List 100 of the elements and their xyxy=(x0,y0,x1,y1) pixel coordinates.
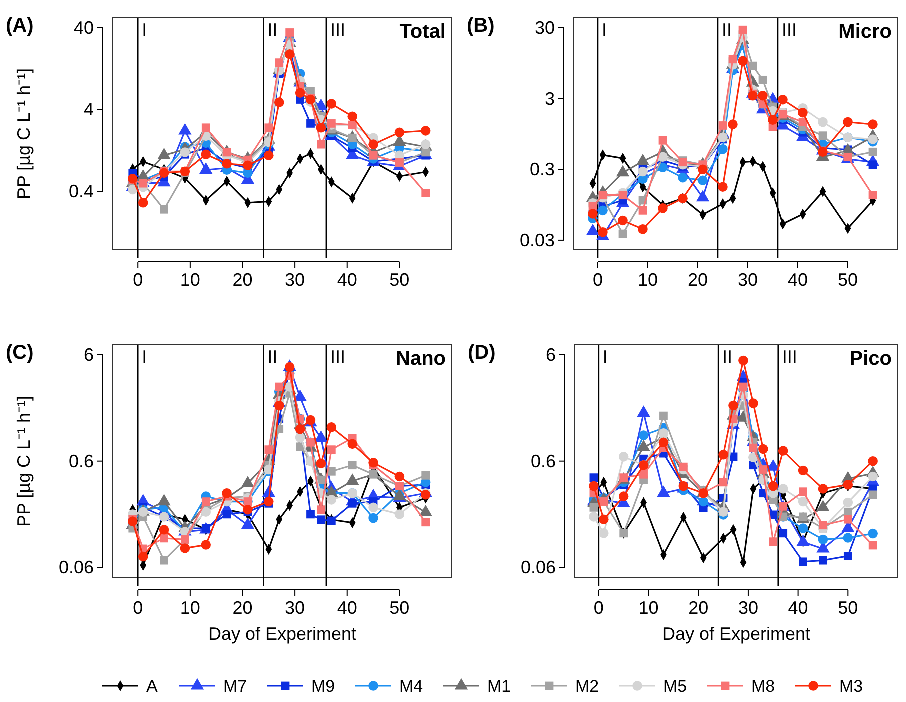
point xyxy=(317,140,326,149)
point xyxy=(658,136,668,145)
chart-title: Nano xyxy=(396,348,446,370)
point xyxy=(317,516,326,524)
text: (A) xyxy=(6,15,34,37)
point xyxy=(284,362,295,372)
x-tick-label: 0 xyxy=(594,598,604,618)
point xyxy=(769,538,778,546)
point xyxy=(738,356,748,366)
x-tick-label: 20 xyxy=(232,598,253,618)
point xyxy=(640,470,648,479)
point xyxy=(868,490,878,500)
point xyxy=(868,134,878,144)
point xyxy=(798,496,808,507)
text: (D) xyxy=(468,342,496,364)
point xyxy=(768,481,778,492)
legend-label: M9 xyxy=(312,677,336,696)
x-tick-label: 40 xyxy=(788,270,808,290)
point xyxy=(660,412,668,420)
point xyxy=(658,428,669,438)
x-tick-label: 50 xyxy=(390,270,410,290)
point xyxy=(598,228,608,238)
point xyxy=(868,541,878,550)
point xyxy=(618,492,629,502)
point xyxy=(326,422,337,432)
y-tick-label: 0.6 xyxy=(530,451,556,472)
x-tick-label: 0 xyxy=(592,270,604,290)
x-tick-label: 30 xyxy=(285,270,306,290)
y-tick-label: 0.4 xyxy=(68,182,94,202)
point xyxy=(348,439,358,450)
ref-line-label: I xyxy=(142,20,148,40)
legend-label: A xyxy=(146,677,158,696)
ref-line-label: II xyxy=(722,347,733,367)
point xyxy=(599,528,609,538)
x-tick-label: 50 xyxy=(838,598,858,618)
point xyxy=(368,458,378,468)
point xyxy=(590,474,598,482)
point xyxy=(658,438,669,448)
point xyxy=(618,216,628,226)
point xyxy=(264,446,274,454)
ref-line-label: III xyxy=(330,20,346,40)
point xyxy=(638,430,649,440)
point xyxy=(778,446,788,456)
legend-label: M5 xyxy=(664,677,688,696)
ref-line-label: II xyxy=(268,347,278,367)
point xyxy=(798,524,808,534)
point xyxy=(758,76,768,84)
point xyxy=(348,499,357,508)
point xyxy=(678,172,688,183)
point xyxy=(818,534,828,545)
point xyxy=(327,446,336,454)
ref-line-label: III xyxy=(782,347,798,367)
point xyxy=(868,191,878,200)
y-tick-label: 6 xyxy=(546,344,556,365)
point xyxy=(819,556,828,565)
point xyxy=(243,160,253,170)
chart-title: Pico xyxy=(850,348,892,370)
point xyxy=(868,120,878,130)
x-tick-label: 0 xyxy=(133,598,144,618)
point xyxy=(201,540,212,550)
point xyxy=(738,56,748,66)
point xyxy=(738,26,748,34)
point xyxy=(698,176,708,186)
point xyxy=(138,507,148,517)
point xyxy=(327,516,336,526)
x-tick-label: 50 xyxy=(390,598,410,618)
chart-title: Micro xyxy=(838,21,892,43)
point xyxy=(728,400,738,411)
y-tick-label: 0.06 xyxy=(58,558,94,578)
point xyxy=(274,98,284,108)
point xyxy=(679,462,688,472)
point xyxy=(326,495,337,505)
point xyxy=(243,504,253,515)
point xyxy=(728,120,738,130)
point xyxy=(798,108,808,118)
point xyxy=(422,189,430,198)
ref-line-label: II xyxy=(722,20,732,40)
point xyxy=(844,552,852,560)
y-tick-label: 0.3 xyxy=(530,160,555,180)
point xyxy=(369,470,378,479)
point xyxy=(160,205,168,214)
point xyxy=(718,144,728,154)
legend-label: M1 xyxy=(488,677,512,696)
point xyxy=(422,518,430,527)
point xyxy=(698,164,708,175)
x-tick-label: 10 xyxy=(180,270,200,290)
ref-line-label: II xyxy=(268,20,278,40)
point xyxy=(638,206,648,215)
point xyxy=(638,224,648,234)
point xyxy=(201,150,212,160)
ref-line-label: I xyxy=(142,347,148,367)
point xyxy=(180,544,190,554)
ref-line-label: III xyxy=(330,347,346,367)
point xyxy=(658,162,668,173)
x-tick-label: 30 xyxy=(285,598,306,618)
point xyxy=(160,556,168,565)
point xyxy=(201,507,212,517)
point xyxy=(202,124,210,132)
point xyxy=(590,504,598,512)
point xyxy=(819,521,828,530)
